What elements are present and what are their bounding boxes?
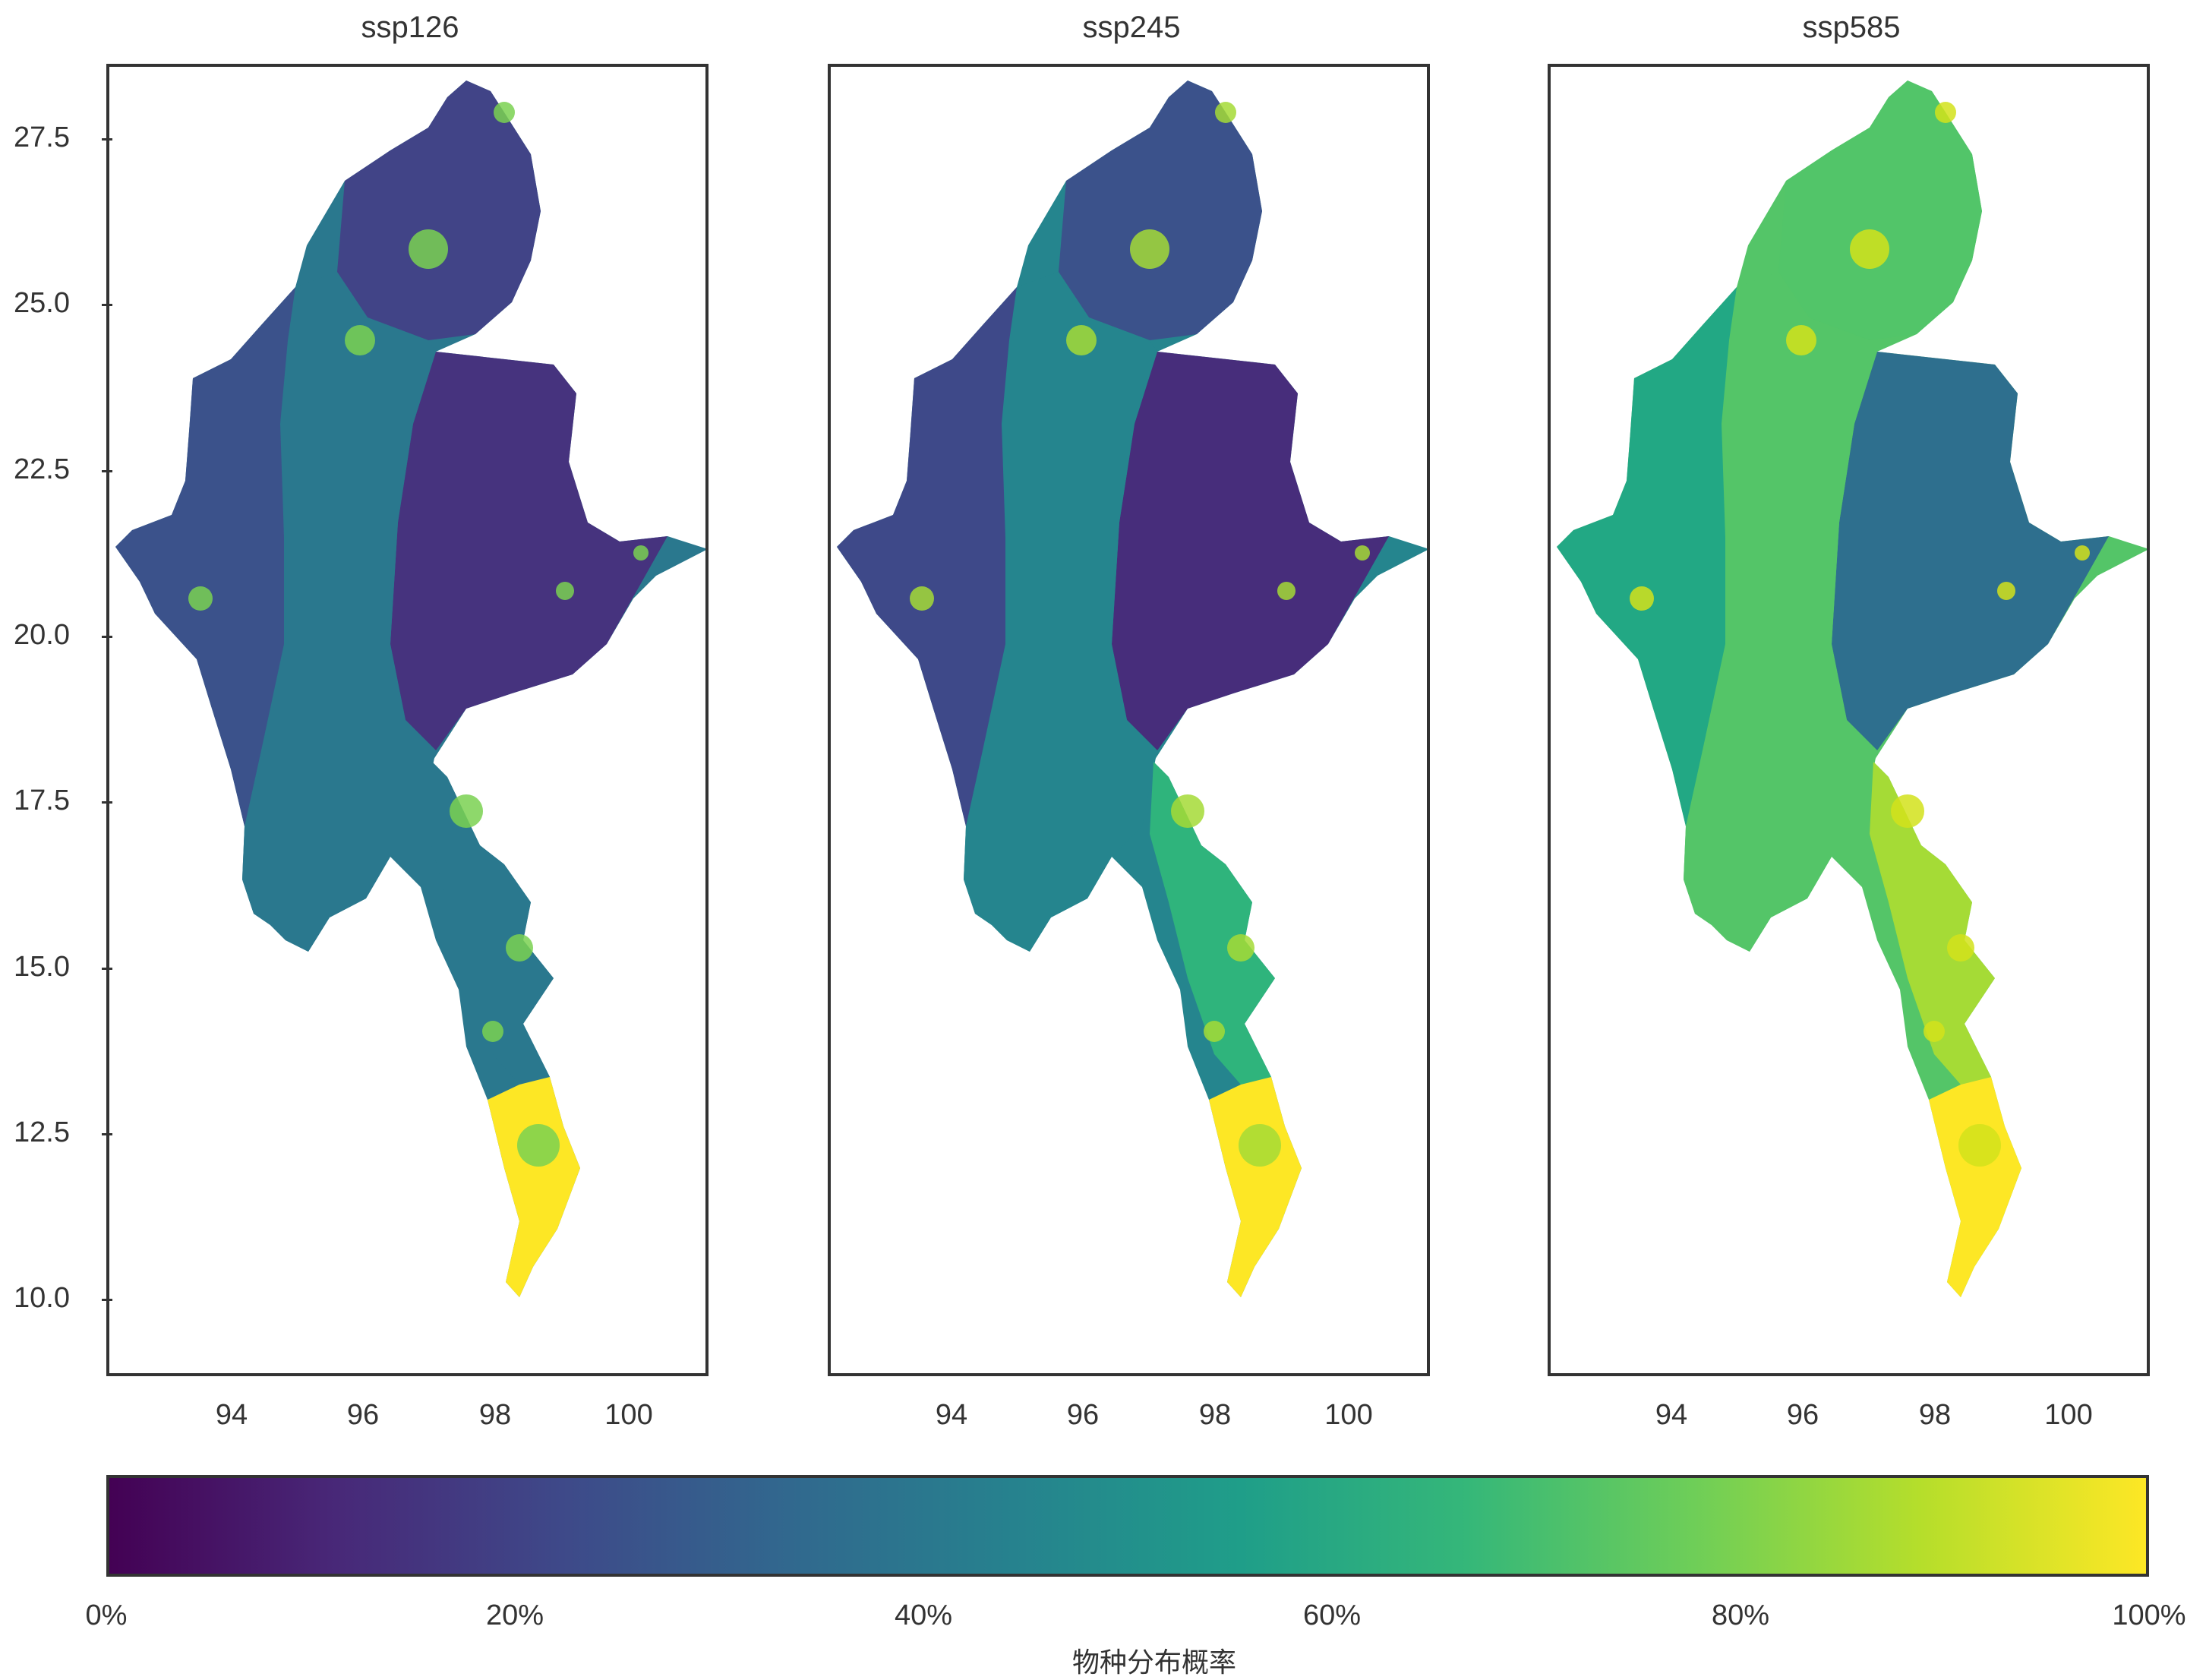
probability-patch — [1066, 325, 1097, 355]
x-tick-label: 96 — [1786, 1399, 1819, 1431]
probability-patch — [506, 934, 533, 962]
colorbar — [106, 1475, 2149, 1577]
region-coastal — [1150, 762, 1275, 1085]
map-raster — [1557, 81, 2147, 1297]
y-tick-label: 20.0 — [14, 619, 70, 651]
x-tick-label: 94 — [215, 1399, 248, 1431]
probability-patch — [1891, 794, 1924, 828]
probability-patch — [517, 1124, 560, 1167]
map-panel-ssp245 — [828, 64, 1430, 1376]
x-tick-label: 94 — [935, 1399, 968, 1431]
probability-patch — [1786, 325, 1816, 355]
y-tick-mark — [102, 138, 112, 141]
y-tick-mark — [102, 636, 112, 638]
map-panel-ssp126 — [106, 64, 709, 1376]
x-tick-label: 96 — [1066, 1399, 1100, 1431]
y-tick-mark — [102, 801, 112, 804]
x-tick-label: 94 — [1655, 1399, 1688, 1431]
probability-patch — [1171, 794, 1204, 828]
probability-patch — [450, 794, 483, 828]
colorbar-tick-label: 60% — [1302, 1599, 1362, 1631]
panel-title-ssp126: ssp126 — [361, 11, 459, 44]
region-south — [1929, 1077, 2021, 1297]
y-tick-mark — [102, 1133, 112, 1135]
probability-patch — [1630, 586, 1654, 611]
y-tick-label: 22.5 — [14, 453, 70, 485]
x-tick-label: 100 — [1324, 1399, 1373, 1431]
probability-patch — [556, 582, 574, 600]
probability-patch — [1227, 934, 1254, 962]
y-tick-label: 17.5 — [14, 785, 70, 816]
probability-patch — [409, 229, 448, 269]
x-tick-label: 100 — [604, 1399, 653, 1431]
colorbar-tick-label: 40% — [894, 1599, 953, 1631]
probability-patch — [1947, 934, 1974, 962]
region-west — [1557, 287, 1737, 826]
y-tick-mark — [102, 304, 112, 306]
region-west — [837, 287, 1017, 826]
probability-patch — [1997, 582, 2015, 600]
colorbar-tick-label: 80% — [1711, 1599, 1770, 1631]
probability-patch — [1215, 102, 1236, 123]
region-south — [488, 1077, 580, 1297]
y-tick-label: 15.0 — [14, 951, 70, 983]
region-central — [242, 272, 436, 952]
probability-patch — [1355, 545, 1370, 561]
probability-patch — [1935, 102, 1956, 123]
panel-title-ssp585: ssp585 — [1802, 11, 1901, 44]
region-plateau — [1112, 352, 1389, 750]
probability-patch — [1204, 1021, 1225, 1042]
region-central — [964, 272, 1157, 952]
y-tick-mark — [102, 968, 112, 970]
map-raster — [837, 81, 1427, 1297]
y-tick-mark — [102, 1299, 112, 1301]
probability-patch — [1958, 1124, 2001, 1167]
y-tick-label: 10.0 — [14, 1282, 70, 1314]
probability-patch — [345, 325, 375, 355]
map-raster — [115, 81, 705, 1297]
x-tick-label: 100 — [2044, 1399, 2093, 1431]
region-central — [1684, 272, 1877, 952]
probability-patch — [188, 586, 213, 611]
probability-patch — [494, 102, 515, 123]
region-north — [1059, 81, 1262, 340]
x-tick-label: 96 — [346, 1399, 380, 1431]
probability-patch — [1850, 229, 1889, 269]
region-south — [1209, 1077, 1302, 1297]
region-north — [337, 81, 541, 340]
probability-patch — [1277, 582, 1296, 600]
region-coastal — [1870, 762, 1995, 1085]
probability-patch — [1239, 1124, 1281, 1167]
region-plateau — [1832, 352, 2109, 750]
region-north — [1778, 81, 1982, 340]
colorbar-tick-label: 100% — [2112, 1599, 2186, 1631]
y-tick-label: 12.5 — [14, 1116, 70, 1148]
colorbar-tick-label: 0% — [85, 1599, 128, 1631]
x-tick-label: 98 — [1918, 1399, 1952, 1431]
map-panel-ssp585 — [1548, 64, 2150, 1376]
colorbar-tick-label: 20% — [485, 1599, 544, 1631]
region-west — [115, 287, 295, 826]
probability-patch — [1924, 1021, 1945, 1042]
region-plateau — [390, 352, 667, 750]
region-coastal — [428, 762, 554, 1085]
y-tick-mark — [102, 470, 112, 472]
probability-patch — [482, 1021, 503, 1042]
probability-patch — [1130, 229, 1169, 269]
x-tick-label: 98 — [478, 1399, 512, 1431]
probability-patch — [2075, 545, 2090, 561]
probability-patch — [633, 545, 649, 561]
y-tick-label: 25.0 — [14, 287, 70, 319]
colorbar-title: 物种分布概率 — [1071, 1647, 1236, 1678]
y-tick-label: 27.5 — [14, 122, 70, 153]
probability-patch — [910, 586, 934, 611]
panel-title-ssp245: ssp245 — [1082, 11, 1181, 44]
x-tick-label: 98 — [1198, 1399, 1232, 1431]
